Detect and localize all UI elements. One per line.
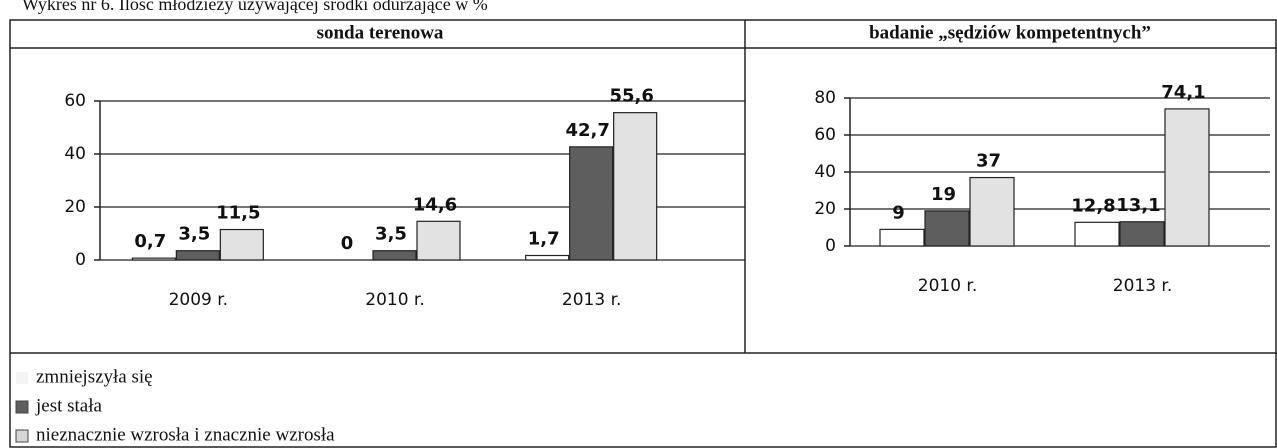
legend-label: nieznacznie wzrosła i znacznie wzrosła [36,424,335,445]
bar [175,250,220,261]
value-label: 37 [976,151,1001,172]
bar [1119,221,1165,247]
y-tick-label: 60 [814,125,836,145]
legend-swatch [15,429,29,443]
value-label: 9 [892,202,905,223]
bar [219,228,264,261]
y-tick-label: 0 [825,236,836,256]
value-label: 0,7 [134,231,166,252]
value-label: 13,1 [1116,195,1160,216]
value-label: 74,1 [1161,82,1205,103]
x-tick-label: 2009 r. [169,290,229,310]
y-tick-label: 80 [814,88,836,108]
bar [1164,108,1210,247]
legend-label: jest stała [35,395,103,416]
bar [131,257,176,261]
y-tick-label: 60 [64,91,86,111]
bar [525,254,570,261]
value-label: 3,5 [375,224,407,245]
bar [924,210,970,247]
x-tick-label: 2013 r. [562,290,622,310]
value-label: 12,8 [1071,195,1115,216]
bar [613,112,658,261]
y-tick-label: 20 [814,199,836,219]
value-label: 1,7 [528,228,560,249]
x-tick-label: 2010 r. [918,276,978,296]
y-tick-label: 0 [75,250,86,270]
value-label: 14,6 [413,194,457,215]
legend-label: zmniejszyła się [36,366,153,387]
bar [416,220,461,261]
value-label: 3,5 [178,224,210,245]
chart-title: sonda terenowa [317,22,444,43]
bar [1074,221,1120,247]
table-border [9,19,1277,448]
x-tick-label: 2013 r. [1113,276,1173,296]
value-label: 19 [931,184,956,205]
y-tick-label: 40 [814,162,836,182]
y-tick-label: 20 [64,197,86,217]
bar [569,146,614,261]
y-tick-label: 40 [64,144,86,164]
value-label: 55,6 [609,86,653,107]
bar [372,250,417,261]
bar [969,176,1015,247]
caption: Wykres nr 6. Ilość młodzieży używającej … [22,0,488,14]
bar [879,228,925,247]
legend-swatch [15,400,29,414]
value-label: 11,5 [216,203,260,224]
value-label: 42,7 [565,120,609,141]
legend-swatch [16,372,28,384]
x-tick-label: 2010 r. [365,290,425,310]
chart-title: badanie „sędziów kompetentnych” [869,22,1151,43]
value-label: 0 [341,233,354,254]
